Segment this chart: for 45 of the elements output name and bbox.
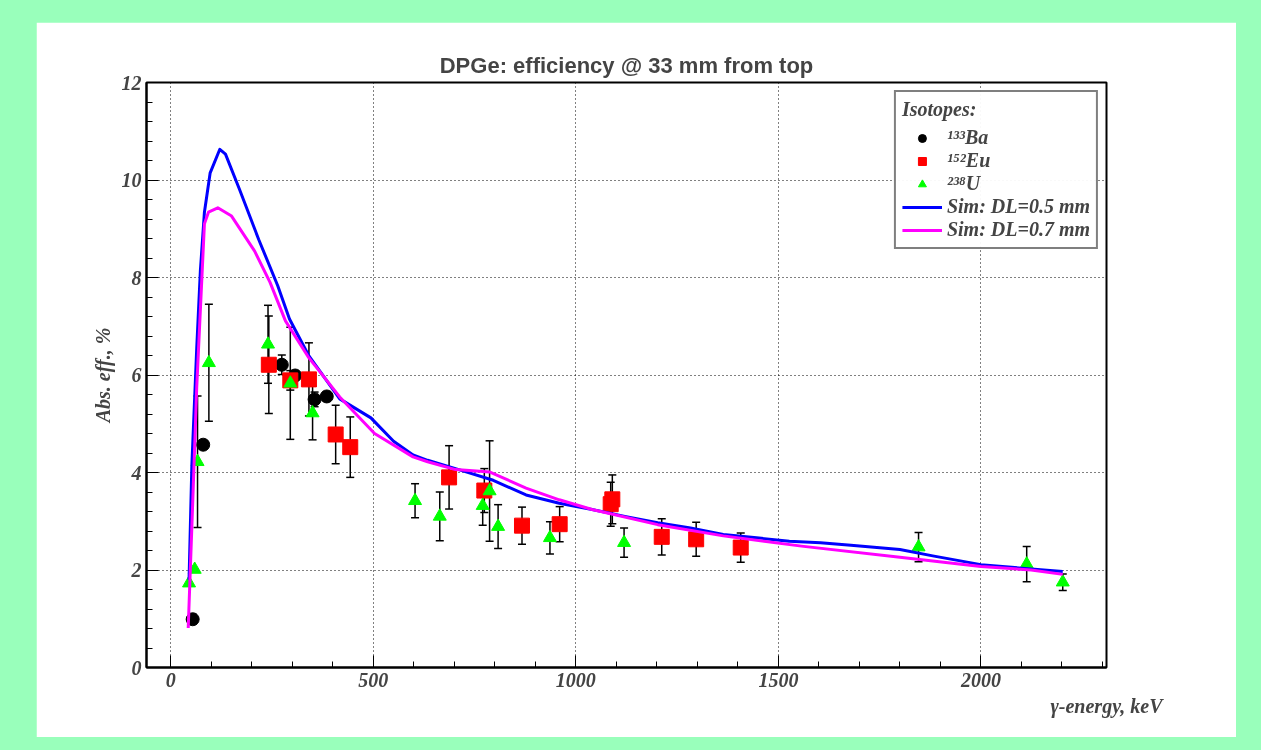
y-tick-label: 2 [130,559,142,581]
point [911,539,926,552]
x-tick-label: 2000 [959,668,1001,691]
x-tick-label: 1000 [555,668,596,691]
legend-label: ¹³³Ba [946,126,989,149]
point [1055,574,1070,587]
x-tick-label: 500 [358,668,389,691]
legend-label: Sim: DL=0.5 mm [946,195,1090,218]
point [201,354,216,368]
legend-title: Isotopes: [901,98,978,121]
point [260,356,277,373]
point [551,516,568,533]
legend-label: ¹⁵²Eu [946,149,991,172]
chart-title: DPGe: efficiency @ 33 mm from top [439,52,814,78]
point [513,517,530,534]
point [408,492,423,506]
point [300,371,317,388]
y-axis-title: Abs. eff., % [91,327,115,425]
x-tick-label: 0 [165,668,176,691]
point [491,518,506,531]
point [482,483,497,496]
point [305,405,320,418]
point [604,491,621,508]
x-tick-label: 1500 [758,668,799,691]
point [327,426,344,443]
y-tick-label: 8 [131,266,142,289]
point [342,439,359,456]
point [542,529,557,543]
y-tick-label: 4 [130,461,142,484]
legend-label: Sim: DL=0.7 mm [946,218,1090,241]
point [261,336,276,349]
y-tick-label: 12 [121,71,142,94]
point [441,469,458,486]
point [432,508,447,521]
point [732,539,749,556]
x-axis-title: γ-energy, keV [1050,694,1165,718]
point [617,534,632,547]
legend-label: ²³⁸U [946,172,981,195]
y-tick-label: 10 [121,169,142,191]
point [688,531,705,548]
point [653,528,670,545]
point [274,357,289,372]
point [196,437,211,452]
y-tick-label: 6 [131,364,142,386]
point [475,497,490,510]
